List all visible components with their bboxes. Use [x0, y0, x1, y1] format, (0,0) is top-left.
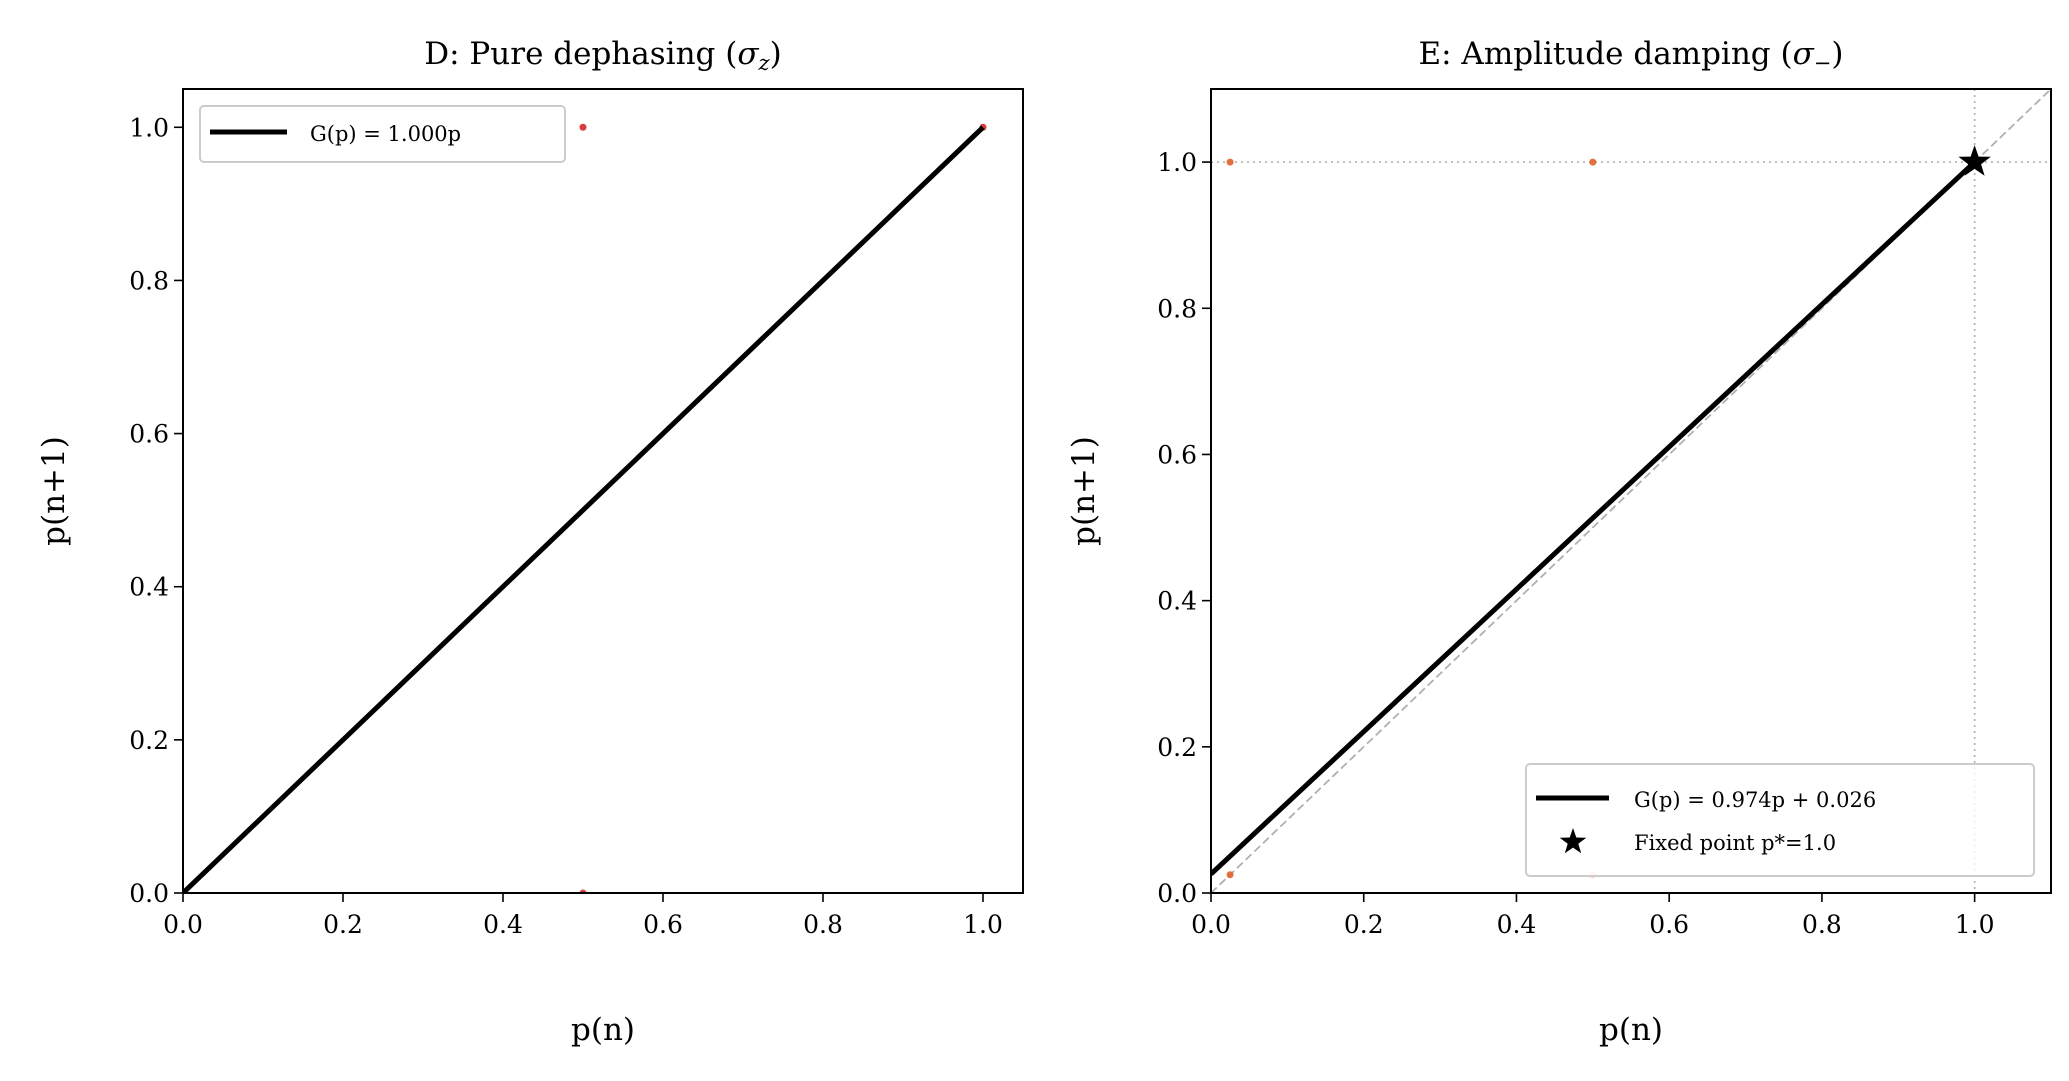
- panel-e-ylabel: p(n+1): [1066, 436, 1102, 546]
- legend-star-swatch: [1559, 828, 1587, 854]
- y-tick-label: 1.0: [129, 113, 169, 142]
- axes-frame: [1210, 88, 2052, 894]
- y-tick-label: 0.0: [1157, 879, 1197, 908]
- x-tick-label: 0.8: [1802, 910, 1842, 939]
- legend: G(p) = 0.974p + 0.026 Fixed point p*=1.0: [1525, 763, 2035, 877]
- data-point: [1226, 158, 1234, 166]
- x-tick-label: 0.4: [483, 910, 523, 939]
- panel-e-xlabel: p(n): [1599, 1012, 1663, 1048]
- x-tick-label: 0.4: [1497, 910, 1537, 939]
- y-tick-label: 0.8: [129, 266, 169, 295]
- axes-frame: [182, 88, 1024, 894]
- plot-area: [1211, 89, 2051, 893]
- x-tick-label: 0.2: [1344, 910, 1384, 939]
- series-line: [1211, 160, 1977, 876]
- panel-d-ylabel: p(n+1): [36, 436, 72, 546]
- y-tick-label: 0.2: [1157, 733, 1197, 762]
- legend-label: G(p) = 0.974p + 0.026: [1634, 788, 1876, 812]
- x-tick-label: 1.0: [1955, 910, 1995, 939]
- data-point: [1589, 158, 1597, 166]
- legend-label: Fixed point p*=1.0: [1634, 831, 1836, 855]
- y-tick-label: 0.2: [129, 726, 169, 755]
- legend: G(p) = 1.000p: [199, 105, 566, 163]
- x-tick-label: 0.0: [163, 910, 203, 939]
- plot-area: [183, 123, 987, 893]
- panel-d-xlabel: p(n): [571, 1012, 635, 1048]
- y-tick-label: 0.4: [1157, 587, 1197, 616]
- y-tick-label: 0.6: [129, 420, 169, 449]
- identity-line: [1211, 89, 2051, 893]
- legend-box: [199, 105, 566, 163]
- y-tick-label: 1.0: [1157, 148, 1197, 177]
- fixed-point-star: [1958, 145, 1991, 176]
- panel-d: D: Pure dephasing (σz) p(n) p(n+1) 0.0 0.…: [36, 36, 1024, 1048]
- data-point: [579, 123, 587, 131]
- panel-e: E: Amplitude damping (σ−) p(n) p(n+1) 0.…: [1066, 36, 2052, 1048]
- panel-e-title: E: Amplitude damping (σ−): [1419, 36, 1844, 75]
- x-tick-label: 1.0: [963, 910, 1003, 939]
- x-tick-label: 0.6: [1649, 910, 1689, 939]
- x-tick-label: 0.6: [643, 910, 683, 939]
- y-tick-label: 0.6: [1157, 440, 1197, 469]
- y-tick-label: 0.0: [129, 879, 169, 908]
- y-tick-label: 0.8: [1157, 294, 1197, 323]
- data-point: [1226, 871, 1234, 879]
- x-tick-label: 0.8: [803, 910, 843, 939]
- legend-label: G(p) = 1.000p: [310, 122, 461, 146]
- panel-d-title: D: Pure dephasing (σz): [424, 36, 781, 75]
- y-tick-label: 0.4: [129, 573, 169, 602]
- x-tick-label: 0.2: [323, 910, 363, 939]
- series-line: [183, 125, 985, 893]
- x-tick-label: 0.0: [1191, 910, 1231, 939]
- legend-box: [1525, 763, 2035, 877]
